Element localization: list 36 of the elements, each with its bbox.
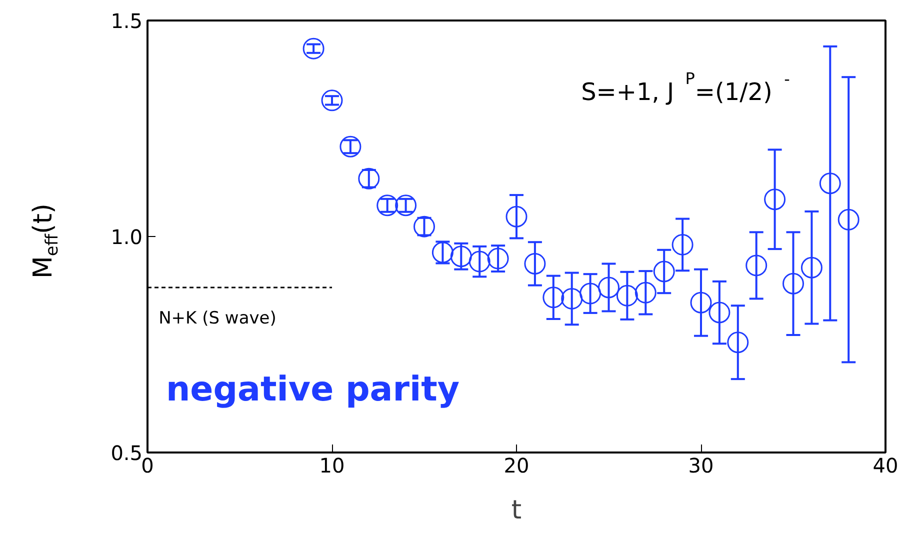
point <box>782 272 804 294</box>
point <box>800 256 822 278</box>
point <box>708 302 730 324</box>
point <box>727 332 749 354</box>
x-tick-label: 30 <box>688 454 714 478</box>
point <box>376 194 398 216</box>
point <box>487 248 509 270</box>
point <box>524 252 546 274</box>
point <box>580 282 602 304</box>
point <box>672 234 694 256</box>
point <box>340 136 362 158</box>
x-tick-label: 40 <box>872 454 898 478</box>
point <box>468 250 490 272</box>
series-label: N+K (S wave) <box>158 308 276 329</box>
point <box>561 288 583 310</box>
point <box>506 206 528 228</box>
point <box>746 254 768 276</box>
point <box>542 286 564 308</box>
point <box>598 276 620 298</box>
point <box>321 90 343 112</box>
y-tick-label: 1.5 <box>110 9 143 33</box>
point <box>302 38 324 60</box>
x-axis-title: t <box>511 496 522 526</box>
y-tick-label: 1.0 <box>110 225 143 249</box>
point <box>764 188 786 210</box>
x-tick-label: 10 <box>319 454 345 478</box>
point <box>838 208 860 230</box>
annotation: negative parity <box>166 369 460 410</box>
x-tick-label: 0 <box>141 454 154 478</box>
point <box>395 194 417 216</box>
point <box>450 246 472 268</box>
y-tick-label: 0.5 <box>110 441 143 465</box>
point <box>690 292 712 314</box>
point <box>819 172 841 194</box>
point <box>616 284 638 306</box>
x-tick-label: 20 <box>504 454 530 478</box>
